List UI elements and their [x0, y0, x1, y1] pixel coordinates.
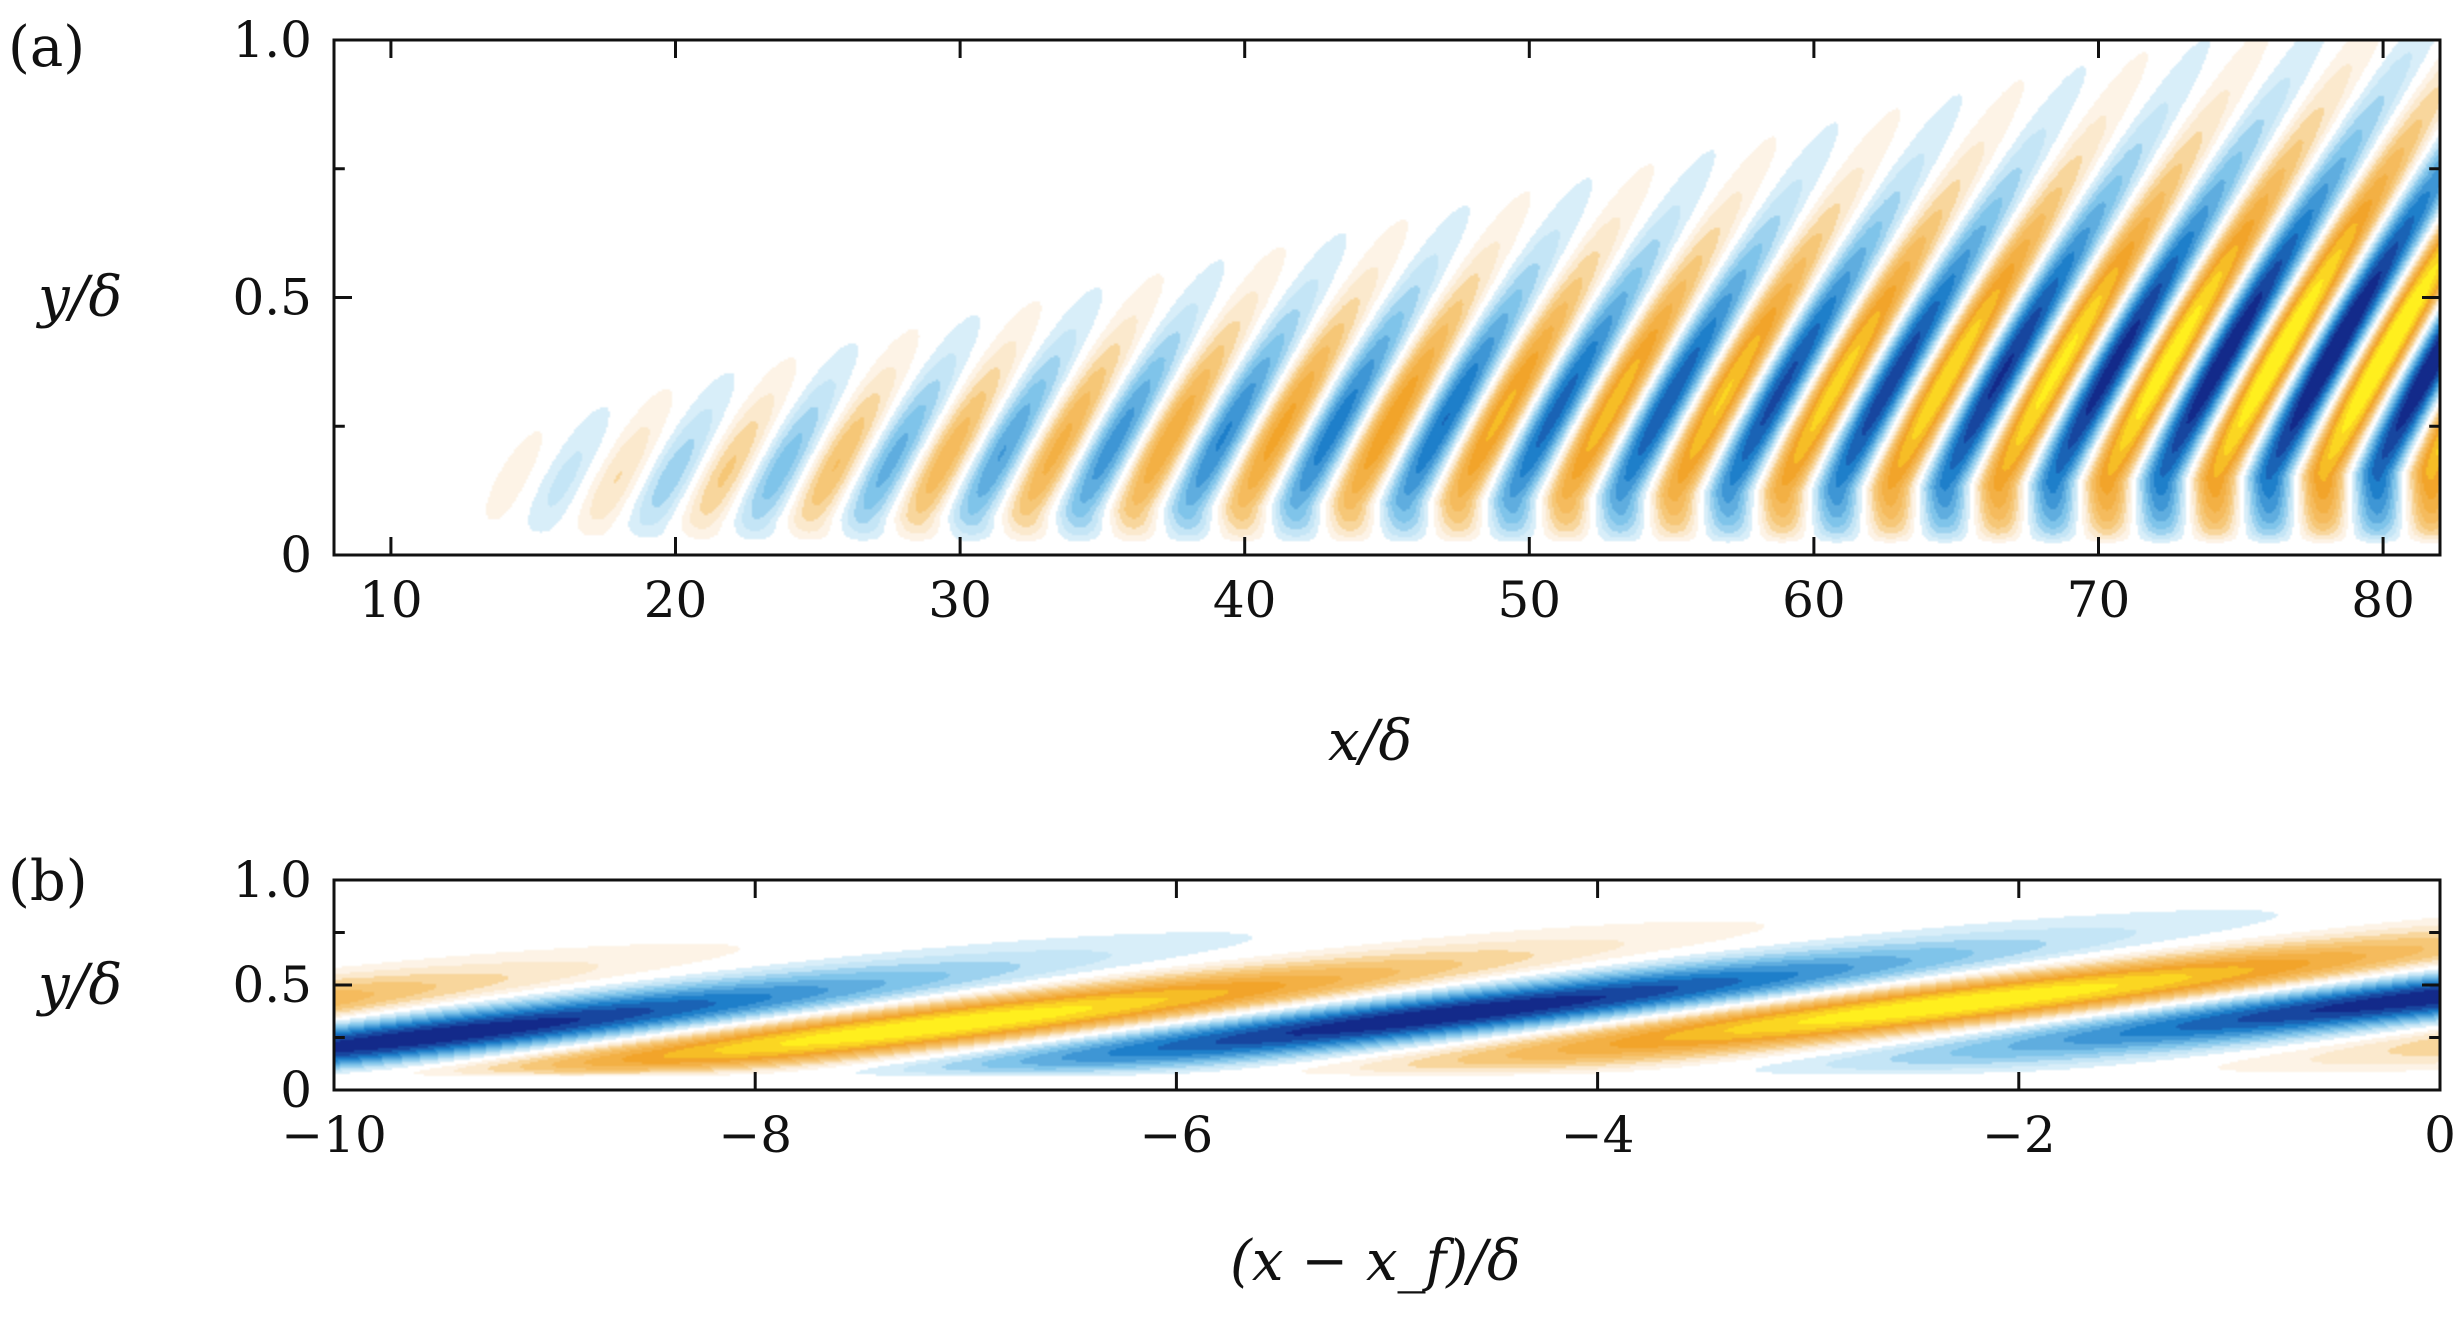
- panel-a: (a) 10 20 30 40 50 60 70 80 0 0.5 1.0 y/δ x/δ: [8, 11, 2442, 774]
- panel-a-label: (a): [8, 15, 85, 80]
- x-tick-label: 50: [1497, 571, 1561, 629]
- panel-a-field: [334, 40, 2440, 555]
- x-tick-label: 30: [928, 571, 992, 629]
- panel-b-xlabel: (x − x_f)/δ: [1230, 1229, 1521, 1294]
- panel-a-ylabel: y/δ: [35, 265, 122, 330]
- x-tick-label: 80: [2351, 571, 2415, 629]
- x-tick-label: 60: [1782, 571, 1846, 629]
- x-tick-label: 20: [644, 571, 708, 629]
- panel-b-ticks: −10 −8 −6 −4 −2 0 0 0.5 1.0: [232, 851, 2455, 1164]
- x-tick-label: −10: [281, 1106, 387, 1164]
- y-tick-label: 1.0: [232, 11, 312, 69]
- panel-b-field: [334, 880, 2440, 1090]
- x-tick-label: 10: [359, 571, 423, 629]
- panel-a-ticks: 10 20 30 40 50 60 70 80 0 0.5 1.0: [232, 11, 2440, 629]
- panel-b: (b) −10 −8 −6 −4 −2 0 0 0.5 1.0 y/δ (x − x_f)/δ: [8, 849, 2456, 1294]
- x-tick-label: 70: [2067, 571, 2131, 629]
- y-tick-label: 0.5: [232, 956, 312, 1014]
- panel-b-label: (b): [8, 849, 88, 914]
- y-tick-label: 1.0: [232, 851, 312, 909]
- x-tick-label: −8: [718, 1106, 792, 1164]
- x-tick-label: −4: [1561, 1106, 1635, 1164]
- panel-b-ylabel: y/δ: [35, 953, 122, 1018]
- y-tick-label: 0: [280, 526, 312, 584]
- x-tick-label: −2: [1982, 1106, 2056, 1164]
- x-tick-label: 40: [1213, 571, 1277, 629]
- y-tick-label: 0: [280, 1061, 312, 1119]
- y-tick-label: 0.5: [232, 269, 312, 327]
- x-tick-label: −6: [1140, 1106, 1214, 1164]
- x-tick-label: 0: [2424, 1106, 2456, 1164]
- panel-a-xlabel: x/δ: [1328, 709, 1412, 774]
